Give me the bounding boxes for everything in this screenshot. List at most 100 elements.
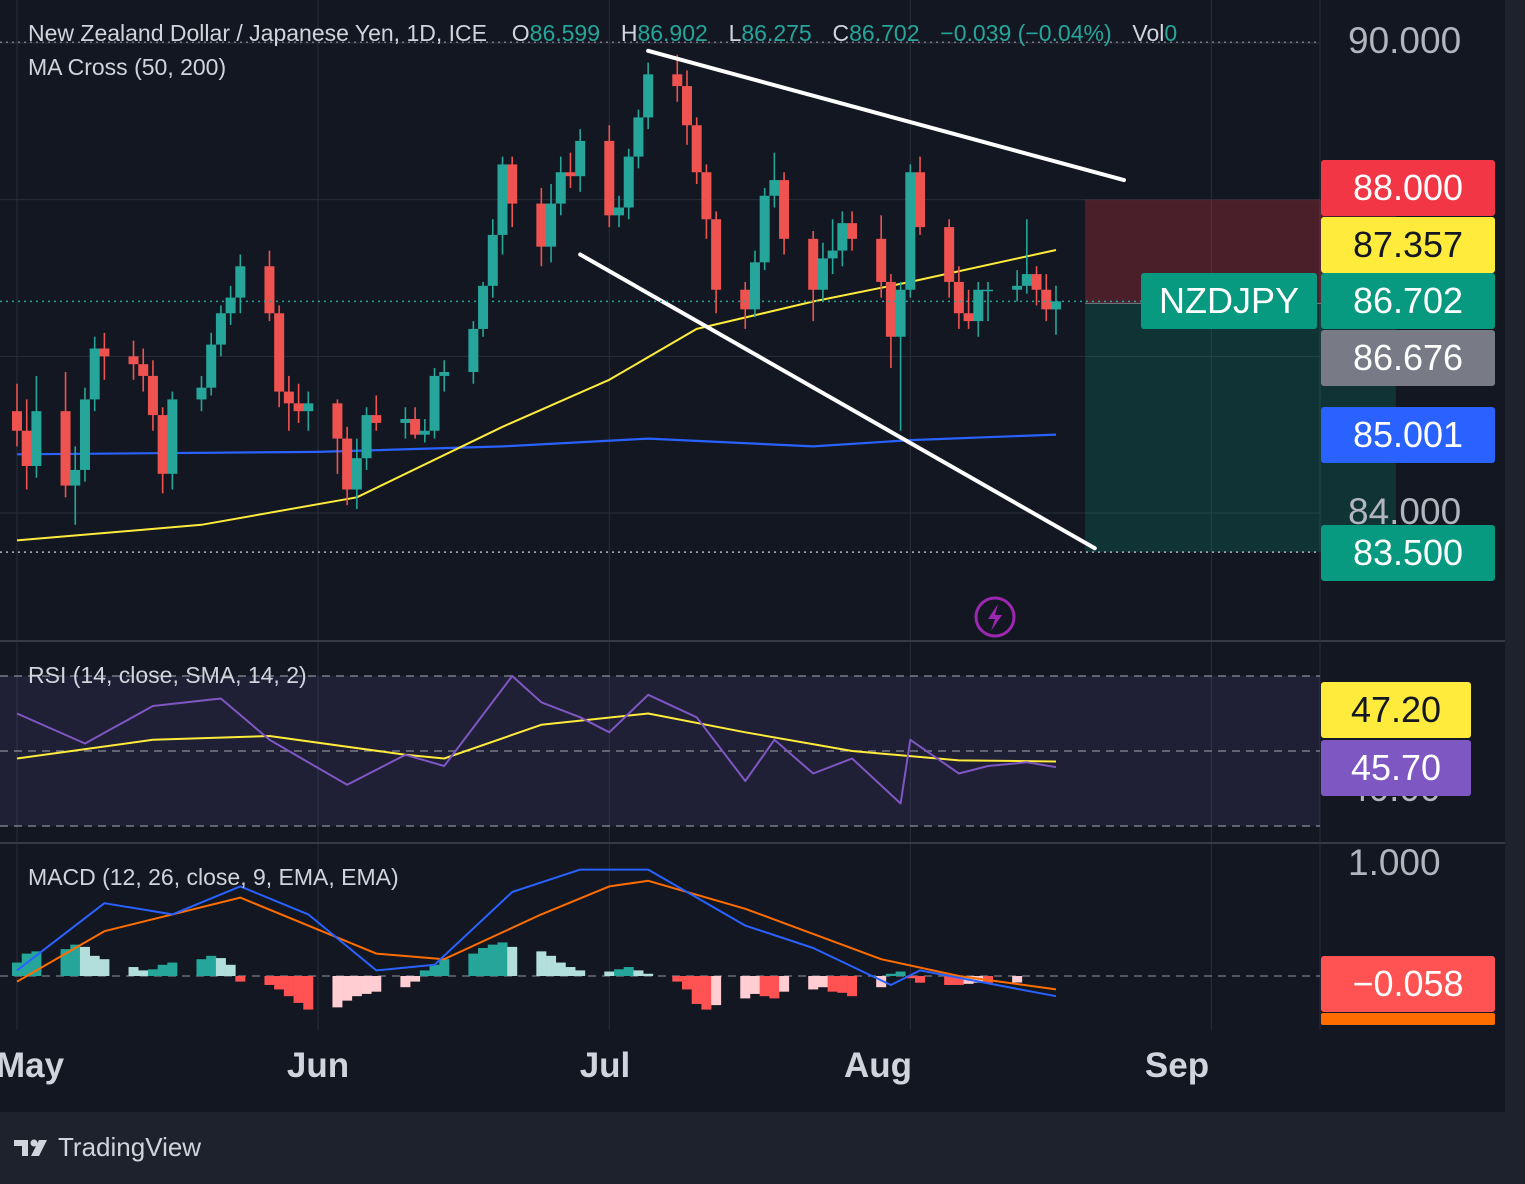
macd-line xyxy=(16,868,1057,998)
time-axis-sep: Sep xyxy=(1144,1046,1210,1085)
candle-body xyxy=(215,313,226,345)
time-axis-jul: Jul xyxy=(579,1046,631,1085)
candle-body xyxy=(235,266,246,298)
candle-body xyxy=(555,172,566,204)
candle-body xyxy=(342,438,353,490)
ma50-value-badge: 87.357 xyxy=(1321,217,1495,273)
macd-signal-badge xyxy=(1321,1013,1495,1025)
macd-histogram-bar xyxy=(215,958,226,976)
candle-body xyxy=(497,164,508,235)
macd-histogram-bar xyxy=(439,959,450,976)
stop-loss-price-badge: 88.000 xyxy=(1321,160,1495,216)
candle-body xyxy=(70,469,81,486)
macd-histogram-bar xyxy=(293,976,304,1003)
candle-body xyxy=(157,415,168,474)
candle-body xyxy=(847,223,858,239)
candle-body xyxy=(643,74,654,118)
macd-legend[interactable]: MACD (12, 26, close, 9, EMA, EMA) xyxy=(28,864,399,890)
candle-body xyxy=(332,403,343,439)
lightning-icon[interactable] xyxy=(974,596,1016,638)
macd-axis-label-1: 1.000 xyxy=(1348,842,1441,883)
candle-body xyxy=(274,313,285,392)
macd-histogram-bar xyxy=(99,959,110,976)
candle-body xyxy=(779,180,790,239)
candle-body xyxy=(128,356,139,365)
symbol-title[interactable]: New Zealand Dollar / Japanese Yen, 1D, I… xyxy=(28,20,487,46)
tradingview-wordmark: TradingView xyxy=(58,1132,202,1162)
macd-histogram-bar xyxy=(478,948,489,976)
candle-body xyxy=(12,411,22,431)
rsi-ma-line xyxy=(16,712,1057,763)
high-key: H xyxy=(620,20,638,46)
candle-body xyxy=(575,140,586,177)
macd-histogram-bar xyxy=(235,976,246,982)
high-value: 86.902 xyxy=(637,20,708,46)
macd-histogram-bar xyxy=(332,976,343,1008)
candle-body xyxy=(623,156,634,208)
candle-body xyxy=(885,281,896,337)
macd-histogram-bar xyxy=(623,967,634,976)
tradingview-logo-icon xyxy=(14,1139,47,1156)
trendline xyxy=(578,252,1097,551)
macd-histogram-bar xyxy=(614,969,625,976)
candle-body xyxy=(983,289,993,292)
macd-histogram-bar xyxy=(895,971,906,976)
open-value: 86.599 xyxy=(529,20,601,46)
macd-histogram-bar xyxy=(876,976,887,988)
close-key: C xyxy=(832,20,850,46)
macd-histogram-bar xyxy=(303,976,314,1010)
macd-histogram-bar xyxy=(643,973,654,976)
rsi-legend[interactable]: RSI (14, close, SMA, 14, 2) xyxy=(28,662,307,688)
candle-body xyxy=(303,403,314,412)
candle-body xyxy=(681,86,692,126)
macd-histogram-bar xyxy=(157,964,168,976)
candle-body xyxy=(944,227,955,282)
tradingview-logo[interactable]: TradingView xyxy=(12,1132,201,1163)
macd-histogram-bar xyxy=(847,976,858,997)
time-axis-jun: Jun xyxy=(286,1046,350,1085)
macd-signal-line xyxy=(16,879,1057,991)
candle-body xyxy=(147,375,158,416)
target-price-badge: 83.500 xyxy=(1321,525,1495,581)
macd-histogram-bar xyxy=(147,969,158,976)
macd-histogram-bar xyxy=(487,944,498,976)
candle-body xyxy=(827,250,838,259)
macd-histogram-bar xyxy=(827,976,838,992)
candle-body xyxy=(963,313,974,322)
candle-body xyxy=(439,372,450,376)
macd-histogram-bar xyxy=(944,976,955,985)
macd-histogram-bar xyxy=(953,976,964,985)
macd-histogram-bar xyxy=(225,964,236,976)
ma-cross-legend[interactable]: MA Cross (50, 200) xyxy=(28,54,227,80)
macd-histogram-bar xyxy=(905,976,916,979)
change-value: −0.039 (−0.04%) xyxy=(940,20,1112,46)
candle-body xyxy=(487,234,498,286)
candle-body xyxy=(759,195,770,263)
trendlines[interactable] xyxy=(578,48,1126,551)
candle-body xyxy=(283,391,294,404)
macd-histogram-bar xyxy=(691,976,702,1004)
volume-value: 0 xyxy=(1164,20,1178,46)
candle-body xyxy=(546,203,557,247)
time-axis-aug: Aug xyxy=(843,1046,913,1085)
candlesticks xyxy=(12,54,1061,525)
candle-body xyxy=(361,415,372,459)
macd-histogram-bar xyxy=(769,976,780,999)
candle-body xyxy=(206,344,217,388)
candle-body xyxy=(953,281,964,314)
macd-histogram-bar xyxy=(536,951,547,976)
macd-histogram-bar xyxy=(342,976,353,1001)
macd-histogram-bar xyxy=(565,967,576,976)
macd-histogram-bar xyxy=(468,953,479,976)
ma200-value-badge: 85.001 xyxy=(1321,407,1495,463)
macd-histogram-bar xyxy=(361,976,372,994)
macd-histogram-bar xyxy=(60,949,71,976)
candle-body xyxy=(711,219,722,290)
candle-body xyxy=(371,415,382,423)
candle-body xyxy=(740,289,751,310)
low-value: 86.275 xyxy=(741,20,812,46)
candle-body xyxy=(419,430,430,435)
candle-body xyxy=(138,364,149,376)
macd-histogram-bar xyxy=(837,976,848,993)
